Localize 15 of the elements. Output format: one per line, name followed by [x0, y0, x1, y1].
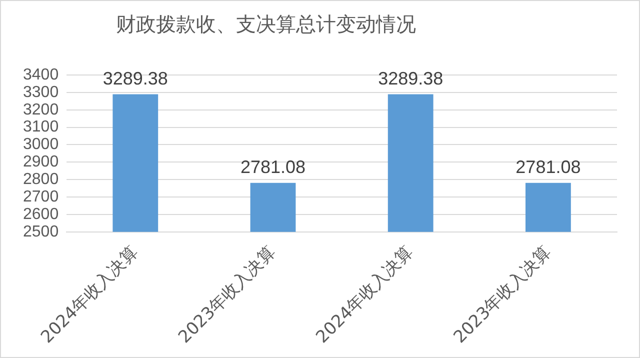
y-tick-label: 2900 [23, 154, 59, 171]
y-tick-label: 2500 [23, 223, 59, 240]
data-label: 2781.08 [516, 156, 581, 177]
y-tick-label: 3000 [23, 136, 59, 154]
y-tick-label: 3100 [23, 118, 59, 136]
y-tick-label: 2700 [23, 188, 59, 206]
data-label: 3289.38 [378, 68, 444, 88]
y-tick-label: 2600 [23, 206, 59, 223]
y-tick-label: 2800 [23, 170, 59, 188]
data-label: 3289.38 [102, 68, 168, 88]
data-label: 2781.08 [240, 156, 306, 177]
y-tick-label: 3300 [23, 84, 59, 101]
y-tick-label: 3400 [23, 66, 59, 84]
chart-title: 财政拨款收、支决算总计变动情况 [115, 11, 417, 38]
y-tick-label: 3200 [23, 101, 59, 118]
